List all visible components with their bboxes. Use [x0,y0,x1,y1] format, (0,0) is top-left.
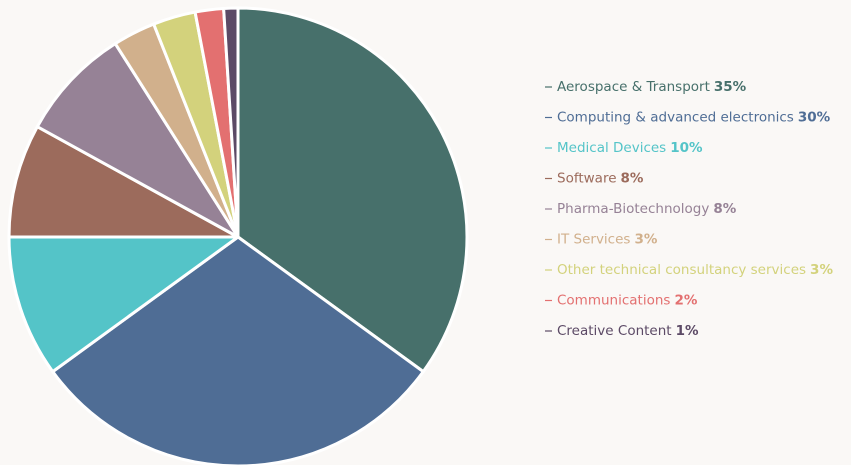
legend-label: Medical Devices [557,140,666,156]
legend-label: Computing & advanced electronics [557,110,794,126]
pie-slice [35,42,240,239]
legend-label: Aerospace & Transport [557,79,710,95]
pie-slice [7,235,240,374]
legend-value: 3% [810,262,833,278]
legend-value: 3% [634,232,657,248]
pie-slice [236,6,469,374]
legend-label: IT Services [557,232,630,248]
legend-label: Software [557,171,617,187]
legend-entry: Other technical consultancy services 3% [557,262,833,278]
legend-entry: Computing & advanced electronics 30% [557,110,831,126]
legend-value: 35% [714,79,747,95]
legend-label: Other technical consultancy services [557,262,806,278]
legend-value: 8% [621,171,644,187]
legend-label: Creative Content [557,323,672,339]
legend-entry: Pharma-Biotechnology 8% [557,201,737,217]
legend-entry: Aerospace & Transport 35% [557,79,747,95]
legend-value: 1% [676,323,699,339]
legend-entry: Software 8% [557,171,644,187]
legend-value: 30% [798,110,831,126]
pie-slice [222,6,240,239]
legend-label: Pharma-Biotechnology [557,201,709,217]
legend-entry: Communications 2% [557,293,698,309]
legend-entry: IT Services 3% [557,232,658,248]
legend-value: 2% [674,293,697,309]
pie-slice [7,125,240,239]
legend-value: 10% [670,140,703,156]
legend-entry: Creative Content 1% [557,323,699,339]
legend-value: 8% [713,201,736,217]
legend-label: Communications [557,293,670,309]
pie-slice [51,235,425,465]
legend-entry: Medical Devices 10% [557,140,703,156]
